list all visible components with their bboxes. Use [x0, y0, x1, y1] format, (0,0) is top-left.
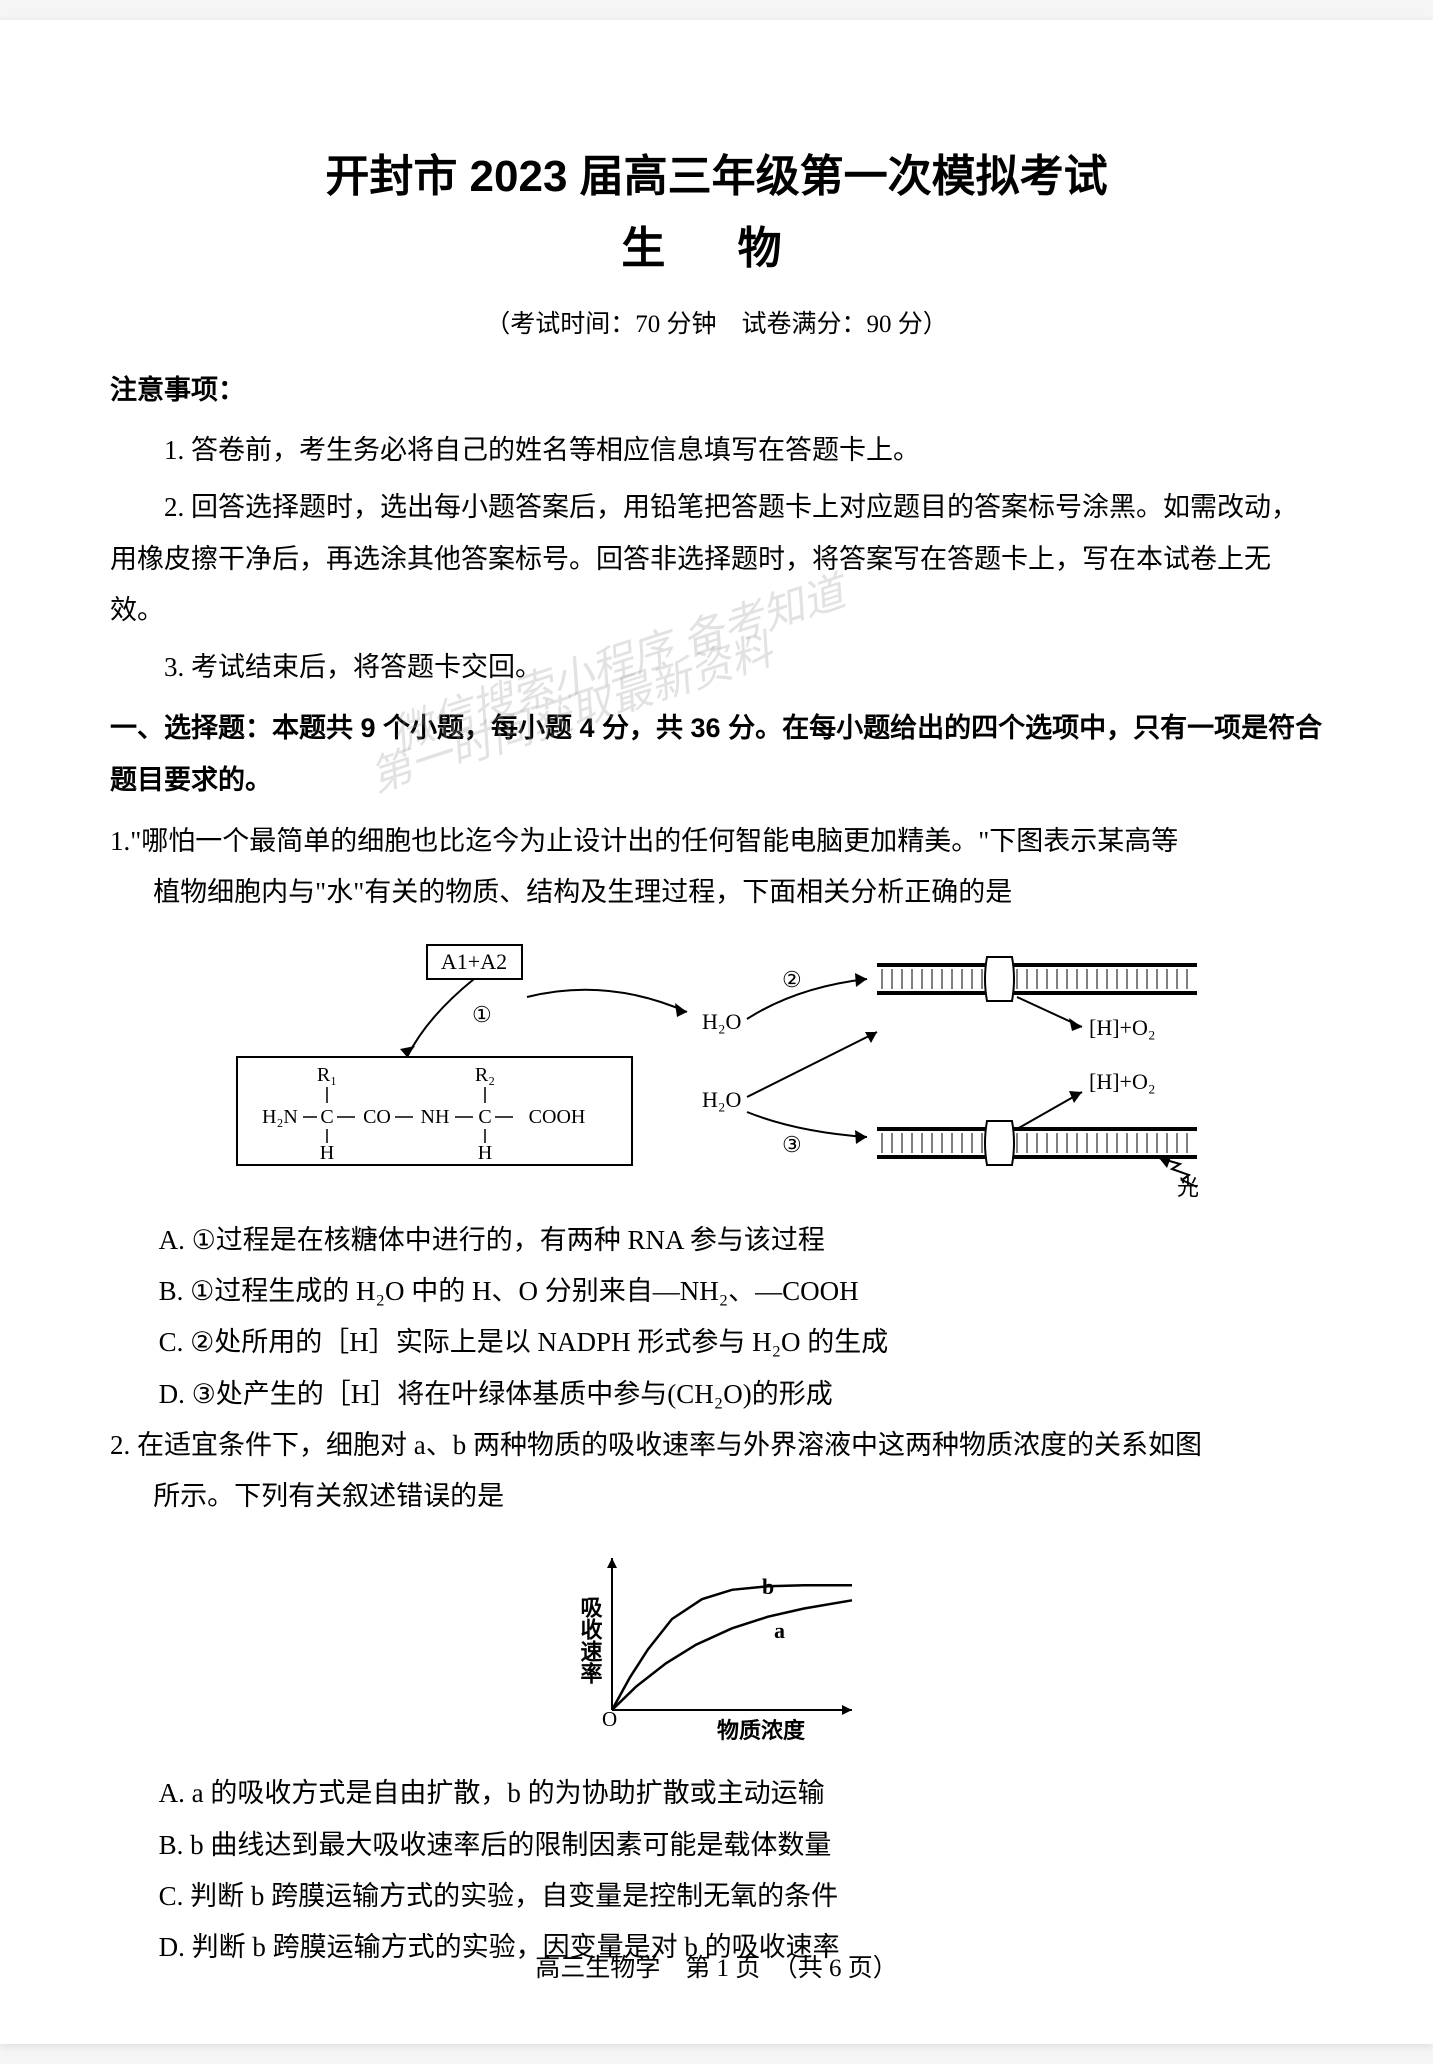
arrow-to-top — [747, 1032, 877, 1097]
label-proc1: ① — [472, 1002, 492, 1027]
x-axis-arrow-icon — [842, 1705, 852, 1715]
curve-b — [612, 1586, 852, 1711]
q1-diagram-svg: A1+A2 ① R₁ H₂N C CO NH C R₂ COOH H — [227, 937, 1207, 1197]
label-proc3: ③ — [782, 1132, 802, 1157]
label-a1a2: A1+A2 — [440, 949, 506, 974]
title-main: 开封市 2023 届高三年级第一次模拟考试 — [110, 140, 1323, 204]
q1-stem: 1."哪怕一个最简单的细胞也比迄今为止设计出的任何智能电脑更加精美。"下图表示某… — [110, 816, 1323, 867]
pep-r2: R₂ — [474, 1064, 494, 1086]
q1-option-b: B. ①过程生成的 H₂O 中的 H、O 分别来自—NH₂、—COOH — [110, 1266, 1323, 1317]
q1-diagram: A1+A2 ① R₁ H₂N C CO NH C R₂ COOH H — [110, 937, 1323, 1197]
q2-option-a: A. a 的吸收方式是自由扩散，b 的为协助扩散或主动运输 — [110, 1768, 1323, 1819]
section-heading: 一、选择题：本题共 9 个小题，每小题 4 分，共 36 分。在每小题给出的四个… — [110, 703, 1323, 806]
exam-page: 开封市 2023 届高三年级第一次模拟考试 生 物 （考试时间：70 分钟 试卷… — [0, 20, 1433, 2044]
membrane-top-tails — [882, 969, 1187, 989]
label-h2o-mid: H₂O — [702, 1087, 741, 1112]
notice-item-1: 1. 答卷前，考生务必将自己的姓名等相应信息填写在答题卡上。 — [110, 425, 1323, 476]
arrow-proc3 — [747, 1112, 867, 1137]
light-arrow-head — [1159, 1157, 1171, 1168]
q2-option-b: B. b 曲线达到最大吸收速率后的限制因素可能是载体数量 — [110, 1820, 1323, 1871]
arrow-ho2-b-head — [1069, 1091, 1082, 1103]
pep-nh: NH — [420, 1106, 449, 1128]
pep-r1: R₁ — [316, 1064, 336, 1086]
curve-b-label: b — [762, 1574, 774, 1599]
arrow-proc2-head — [855, 973, 867, 987]
pep-h2: H — [477, 1142, 491, 1164]
membrane-bottom-tails — [882, 1133, 1187, 1153]
q2-chart: O 物质浓度 吸收速率 b a — [110, 1540, 1323, 1750]
q1-option-d: D. ③处产生的［H］将在叶绿体基质中参与(CH₂O)的形成 — [110, 1369, 1323, 1420]
pep-c1: C — [320, 1106, 333, 1128]
notice-heading: 注意事项： — [110, 368, 1323, 407]
pep-h1: H — [319, 1142, 333, 1164]
q2-stem-cont: 所示。下列有关叙述错误的是 — [110, 1471, 1323, 1522]
x-label: 物质浓度 — [717, 1718, 806, 1743]
pep-co: CO — [363, 1106, 391, 1128]
title-subject: 生 物 — [110, 212, 1323, 276]
label-proc2: ② — [782, 967, 802, 992]
curve-a — [612, 1601, 852, 1711]
y-axis-arrow-icon — [607, 1558, 617, 1568]
curve-a-label: a — [774, 1618, 785, 1643]
arrow-proc2 — [747, 979, 867, 1019]
pep-h2n: H₂N — [262, 1106, 298, 1128]
page-footer: 高三生物学 第 1 页 （共 6 页） — [0, 1948, 1433, 1984]
q2-stem: 2. 在适宜条件下，细胞对 a、b 两种物质的吸收速率与外界溶液中这两种物质浓度… — [110, 1420, 1323, 1471]
label-h2o-top: H₂O — [702, 1009, 741, 1034]
question-2: 2. 在适宜条件下，细胞对 a、b 两种物质的吸收速率与外界溶液中这两种物质浓度… — [110, 1420, 1323, 1523]
channel-bottom — [985, 1121, 1014, 1165]
label-ho2-a: [H]+O₂ — [1089, 1015, 1156, 1040]
arrow-h2o — [527, 989, 687, 1011]
arrow-1 — [407, 979, 474, 1057]
q2-option-c: C. 判断 b 跨膜运输方式的实验，自变量是控制无氧的条件 — [110, 1871, 1323, 1922]
arrow-ho2-a-head — [1069, 1018, 1082, 1031]
notice-item-2-text: 2. 回答选择题时，选出每小题答案后，用铅笔把答题卡上对应题目的答案标号涂黑。如… — [110, 492, 1298, 625]
arrow-proc3-head — [855, 1130, 867, 1144]
q1-option-c: C. ②处所用的［H］实际上是以 NADPH 形式参与 H₂O 的生成 — [110, 1317, 1323, 1368]
exam-info: （考试时间：70 分钟 试卷满分：90 分） — [110, 304, 1323, 340]
label-ho2-b: [H]+O₂ — [1089, 1069, 1156, 1094]
y-label: 吸收速率 — [577, 1596, 602, 1684]
q1-stem-cont: 植物细胞内与"水"有关的物质、结构及生理过程，下面相关分析正确的是 — [110, 867, 1323, 918]
channel-top — [985, 957, 1014, 1001]
q1-option-a: A. ①过程是在核糖体中进行的，有两种 RNA 参与该过程 — [110, 1215, 1323, 1266]
notice-item-2: 2. 回答选择题时，选出每小题答案后，用铅笔把答题卡上对应题目的答案标号涂黑。如… — [110, 482, 1323, 636]
arrow-h2o-head — [675, 1003, 687, 1017]
origin-label: O — [602, 1707, 617, 1731]
question-1: 1."哪怕一个最简单的细胞也比迄今为止设计出的任何智能电脑更加精美。"下图表示某… — [110, 816, 1323, 919]
notice-item-3: 3. 考试结束后，将答题卡交回。 — [110, 642, 1323, 693]
arrow-1-head — [400, 1046, 415, 1057]
q2-chart-svg: O 物质浓度 吸收速率 b a — [552, 1540, 882, 1750]
label-light: 光 — [1177, 1175, 1199, 1197]
pep-cooh: COOH — [528, 1106, 585, 1128]
pep-c2: C — [478, 1106, 491, 1128]
